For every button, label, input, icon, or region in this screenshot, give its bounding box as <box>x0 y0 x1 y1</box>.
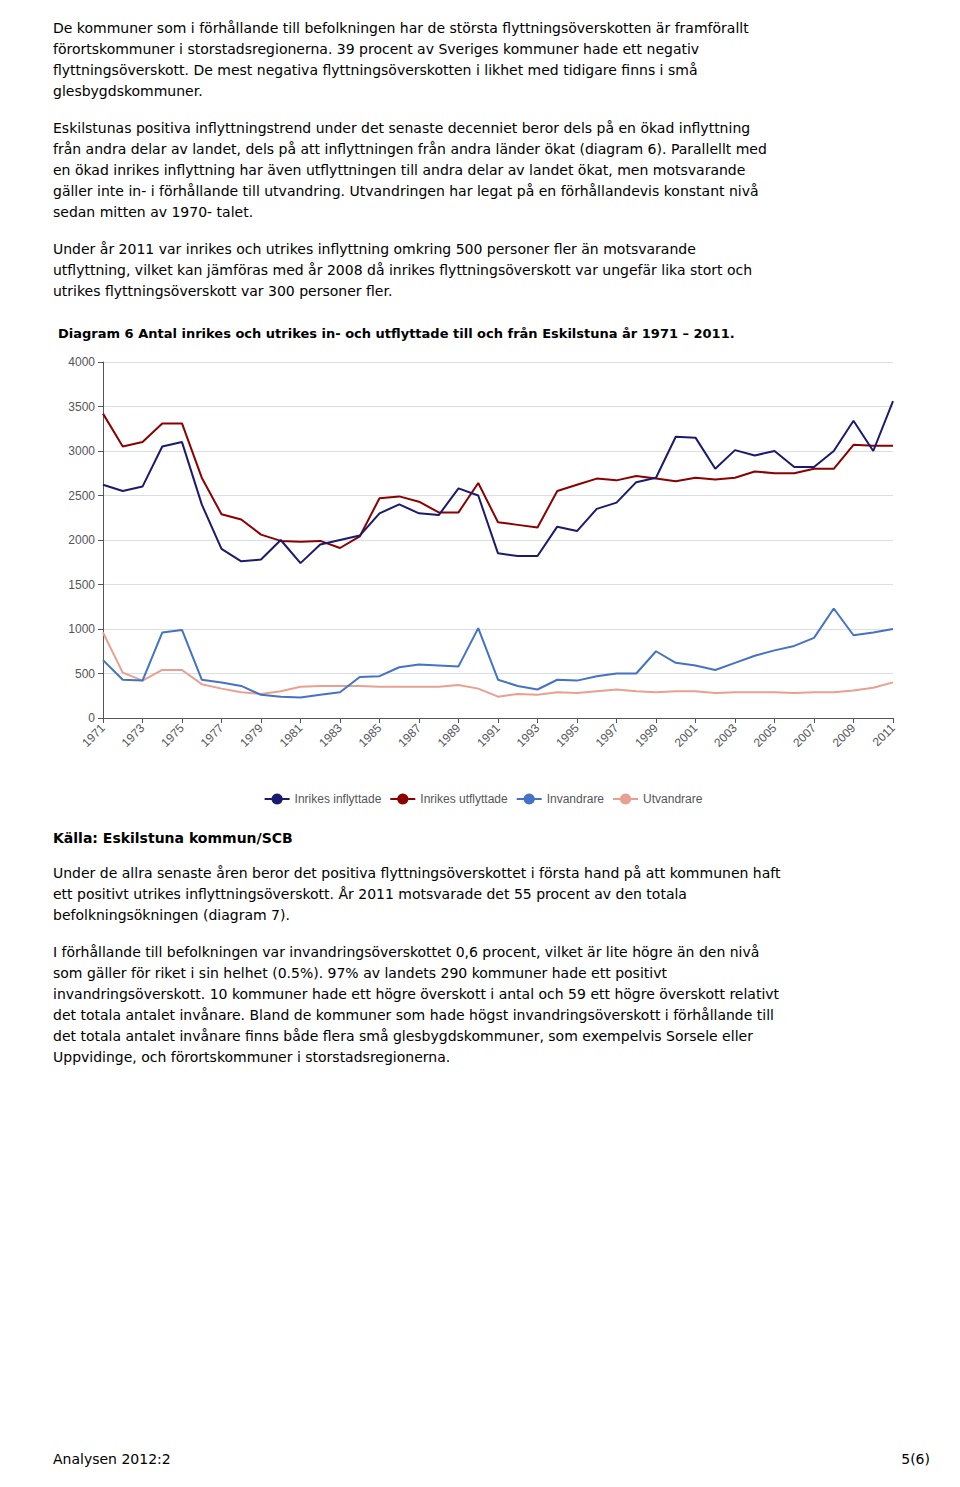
svg-text:2007: 2007 <box>790 721 819 750</box>
svg-text:1993: 1993 <box>514 721 543 750</box>
html-text:Källa: Eskilstuna kommun/SCB: Källa: Eskilstuna kommun/SCB <box>53 830 293 846</box>
html-text:ett positivt utrikes inflyttni: ett positivt utrikes inflyttningsöversko… <box>53 886 687 902</box>
svg-text:1987: 1987 <box>395 721 424 750</box>
svg-text:1999: 1999 <box>632 721 661 750</box>
svg-text:1981: 1981 <box>277 721 306 750</box>
html-text:I förhållande till befolkninge: I förhållande till befolkningen var inva… <box>53 944 760 960</box>
svg-text:3000: 3000 <box>68 444 95 458</box>
svg-text:1997: 1997 <box>593 721 622 750</box>
svg-text:2003: 2003 <box>711 721 740 750</box>
html-text:en ökad inrikes inflyttning ha: en ökad inrikes inflyttning har även utf… <box>53 162 746 178</box>
svg-text:3500: 3500 <box>68 400 95 414</box>
svg-text:4000: 4000 <box>68 355 95 369</box>
svg-text:1975: 1975 <box>158 721 187 750</box>
html-text:sedan mitten av 1970- talet.: sedan mitten av 1970- talet. <box>53 204 254 220</box>
html-text:invandringsöverskott. 10 kommu: invandringsöverskott. 10 kommuner hade e… <box>53 986 780 1002</box>
html-text:utflyttning, vilket kan jämför: utflyttning, vilket kan jämföras med år … <box>53 262 753 278</box>
svg-text:1971: 1971 <box>79 721 108 750</box>
svg-text:Diagram 6 Antal inrikes och ut: Diagram 6 Antal inrikes och utrikes in- … <box>58 326 735 341</box>
html-text:förortskommuner i storstadsreg: förortskommuner i storstadsregionerna. 3… <box>53 41 700 57</box>
html-text:Analysen 2012:2: Analysen 2012:2 <box>53 1451 171 1467</box>
html-text:det totala antalet invånare fi: det totala antalet invånare finns både f… <box>53 1028 753 1044</box>
svg-text:Inrikes utflyttade: Inrikes utflyttade <box>420 792 508 806</box>
html-text:Uppvidinge, och förortskommune: Uppvidinge, och förortskommuner i storst… <box>53 1049 451 1065</box>
html-text:gäller inte in- i förhållande: gäller inte in- i förhållande till utvan… <box>53 183 759 199</box>
svg-text:2500: 2500 <box>68 489 95 503</box>
svg-text:2011: 2011 <box>870 721 898 749</box>
svg-text:2005: 2005 <box>751 721 780 750</box>
svg-text:2000: 2000 <box>68 533 95 547</box>
html-text:från andra delar av landet, de: från andra delar av landet, dels på att … <box>53 141 767 157</box>
svg-text:1995: 1995 <box>553 721 582 750</box>
svg-text:2009: 2009 <box>830 721 859 750</box>
svg-text:1983: 1983 <box>316 721 345 750</box>
svg-text:1985: 1985 <box>356 721 385 750</box>
svg-text:2001: 2001 <box>672 721 701 750</box>
html-text:5(6): 5(6) <box>901 1451 930 1467</box>
svg-text:0: 0 <box>88 711 95 725</box>
svg-text:1979: 1979 <box>237 721 266 750</box>
html-text:glesbygdskommuner.: glesbygdskommuner. <box>53 83 203 99</box>
html-text:Eskilstunas positiva inflyttni: Eskilstunas positiva inflyttningstrend u… <box>53 120 751 136</box>
html-text:som gäller för riket i sin hel: som gäller för riket i sin helhet (0.5%)… <box>53 965 667 981</box>
svg-text:Inrikes inflyttade: Inrikes inflyttade <box>295 792 382 806</box>
svg-text:1991: 1991 <box>474 721 503 750</box>
html-text:flyttningsöverskott. De mest n: flyttningsöverskott. De mest negativa fl… <box>53 62 698 78</box>
svg-text:1000: 1000 <box>68 622 95 636</box>
html-text:Under de allra senaste åren be: Under de allra senaste åren beror det po… <box>53 865 781 881</box>
svg-text:Invandrare: Invandrare <box>547 792 605 806</box>
svg-text:1977: 1977 <box>198 721 227 750</box>
svg-text:Utvandrare: Utvandrare <box>643 792 703 806</box>
svg-text:1989: 1989 <box>435 721 464 750</box>
html-text:Under år 2011 var inrikes och: Under år 2011 var inrikes och utrikes in… <box>53 241 696 257</box>
svg-text:1500: 1500 <box>68 578 95 592</box>
html-text:utrikes flyttningsöverskott va: utrikes flyttningsöverskott var 300 pers… <box>53 283 393 299</box>
html-text:De kommuner som i förhållande: De kommuner som i förhållande till befol… <box>53 20 749 36</box>
html-text:befolkningsökningen (diagram 7: befolkningsökningen (diagram 7). <box>53 907 290 923</box>
svg-text:500: 500 <box>75 667 95 681</box>
html-text:det totala antalet invånare. B: det totala antalet invånare. Bland de ko… <box>53 1007 774 1023</box>
svg-text:1973: 1973 <box>119 721 148 750</box>
